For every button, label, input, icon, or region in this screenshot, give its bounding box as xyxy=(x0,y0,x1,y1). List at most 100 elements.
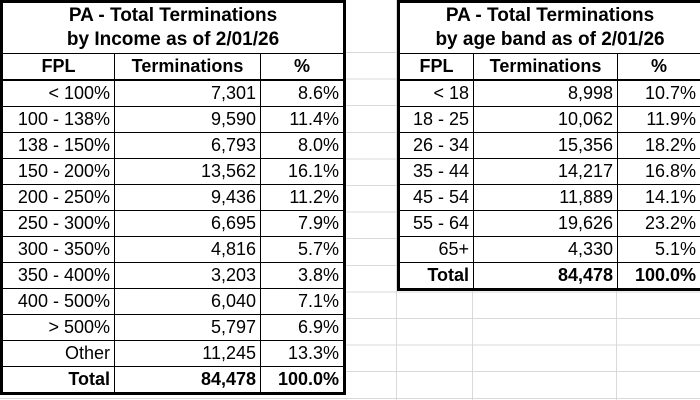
grid-line-vertical xyxy=(396,0,397,400)
terminations-cell[interactable]: 14,217 xyxy=(473,158,618,185)
ageband-cell[interactable]: 26 - 34 xyxy=(398,132,474,159)
table-row: 200 - 250% 9,436 11.2% xyxy=(1,184,346,211)
terminations-cell[interactable]: 5,797 xyxy=(114,314,261,341)
terminations-cell[interactable]: 7,301 xyxy=(114,79,261,107)
fpl-cell[interactable]: > 500% xyxy=(1,314,115,341)
percent-cell[interactable]: 11.9% xyxy=(616,106,700,133)
table-row: 300 - 350% 4,816 5.7% xyxy=(1,236,346,263)
ageband-cell[interactable]: 18 - 25 xyxy=(398,106,474,133)
ageband-cell[interactable]: < 18 xyxy=(398,79,474,107)
table-row: 400 - 500% 6,040 7.1% xyxy=(1,288,346,315)
percent-cell[interactable]: 14.1% xyxy=(616,184,700,211)
terminations-cell[interactable]: 4,816 xyxy=(114,236,261,263)
percent-cell[interactable]: 6.9% xyxy=(259,314,346,341)
percent-cell[interactable]: 23.2% xyxy=(616,210,700,237)
table-row: 250 - 300% 6,695 7.9% xyxy=(1,210,346,237)
percent-cell[interactable]: 8.6% xyxy=(259,79,346,107)
terminations-cell[interactable]: 6,040 xyxy=(114,288,261,315)
fpl-cell[interactable]: 150 - 200% xyxy=(1,158,115,185)
total-terminations-cell[interactable]: 84,478 xyxy=(114,366,261,394)
table-row: 55 - 64 19,626 23.2% xyxy=(398,210,700,237)
terminations-cell[interactable]: 19,626 xyxy=(473,210,618,237)
terminations-cell[interactable]: 9,590 xyxy=(114,106,261,133)
percent-cell[interactable]: 8.0% xyxy=(259,132,346,159)
terminations-cell[interactable]: 6,793 xyxy=(114,132,261,159)
percent-cell[interactable]: 5.7% xyxy=(259,236,346,263)
table-row: 150 - 200% 13,562 16.1% xyxy=(1,158,346,185)
percent-cell[interactable]: 13.3% xyxy=(259,340,346,367)
total-label-cell[interactable]: Total xyxy=(1,366,115,394)
table-row: Other 11,245 13.3% xyxy=(1,340,346,367)
percent-cell[interactable]: 3.8% xyxy=(259,262,346,289)
terminations-cell[interactable]: 4,330 xyxy=(473,236,618,263)
table-row: > 500% 5,797 6.9% xyxy=(1,314,346,341)
terminations-cell[interactable]: 11,245 xyxy=(114,340,261,367)
table-row: 138 - 150% 6,793 8.0% xyxy=(1,132,346,159)
terminations-cell[interactable]: 11,889 xyxy=(473,184,618,211)
percent-cell[interactable]: 18.2% xyxy=(616,132,700,159)
income-total-row: Total 84,478 100.0% xyxy=(1,366,346,394)
table-row: 45 - 54 11,889 14.1% xyxy=(398,184,700,211)
total-terminations-cell[interactable]: 84,478 xyxy=(473,262,618,290)
terminations-cell[interactable]: 10,062 xyxy=(473,106,618,133)
percent-cell[interactable]: 16.8% xyxy=(616,158,700,185)
ageband-cell[interactable]: 35 - 44 xyxy=(398,158,474,185)
ageband-table-title[interactable]: PA - Total Terminations by age band as o… xyxy=(397,1,700,54)
table-row: 18 - 25 10,062 11.9% xyxy=(398,106,700,133)
income-title-line-1: PA - Total Terminations xyxy=(68,5,278,26)
ageband-cell[interactable]: 55 - 64 xyxy=(398,210,474,237)
income-header-row: FPL Terminations % xyxy=(1,53,346,81)
fpl-cell[interactable]: Other xyxy=(1,340,115,367)
fpl-cell[interactable]: 400 - 500% xyxy=(1,288,115,315)
ageband-title-line-1: PA - Total Terminations xyxy=(445,5,655,26)
income-table-title[interactable]: PA - Total Terminations by Income as of … xyxy=(0,1,346,54)
percent-cell[interactable]: 11.2% xyxy=(259,184,346,211)
table-row: 35 - 44 14,217 16.8% xyxy=(398,158,700,185)
ageband-header-row: FPL Terminations % xyxy=(398,53,700,81)
fpl-cell[interactable]: 200 - 250% xyxy=(1,184,115,211)
fpl-cell[interactable]: 350 - 400% xyxy=(1,262,115,289)
table-row: < 18 8,998 10.7% xyxy=(398,79,700,107)
terminations-cell[interactable]: 3,203 xyxy=(114,262,261,289)
table-row: 26 - 34 15,356 18.2% xyxy=(398,132,700,159)
terminations-cell[interactable]: 13,562 xyxy=(114,158,261,185)
ageband-cell[interactable]: 65+ xyxy=(398,236,474,263)
fpl-cell[interactable]: 138 - 150% xyxy=(1,132,115,159)
total-percent-cell[interactable]: 100.0% xyxy=(616,262,700,290)
income-col-header-fpl[interactable]: FPL xyxy=(1,53,115,81)
ageband-terminations-table: PA - Total Terminations by age band as o… xyxy=(397,0,700,291)
terminations-cell[interactable]: 15,356 xyxy=(473,132,618,159)
percent-cell[interactable]: 11.4% xyxy=(259,106,346,133)
percent-cell[interactable]: 16.1% xyxy=(259,158,346,185)
ageband-col-header-terminations[interactable]: Terminations xyxy=(473,53,618,81)
table-row: 100 - 138% 9,590 11.4% xyxy=(1,106,346,133)
total-percent-cell[interactable]: 100.0% xyxy=(259,366,346,394)
ageband-cell[interactable]: 45 - 54 xyxy=(398,184,474,211)
terminations-cell[interactable]: 6,695 xyxy=(114,210,261,237)
ageband-col-header-fpl[interactable]: FPL xyxy=(398,53,474,81)
terminations-cell[interactable]: 8,998 xyxy=(473,79,618,107)
percent-cell[interactable]: 7.9% xyxy=(259,210,346,237)
table-row: 350 - 400% 3,203 3.8% xyxy=(1,262,346,289)
percent-cell[interactable]: 10.7% xyxy=(616,79,700,107)
ageband-title-line-2: by age band as of 2/01/26 xyxy=(435,29,665,50)
income-col-header-terminations[interactable]: Terminations xyxy=(114,53,261,81)
table-row: < 100% 7,301 8.6% xyxy=(1,79,346,107)
fpl-cell[interactable]: < 100% xyxy=(1,79,115,107)
ageband-total-row: Total 84,478 100.0% xyxy=(398,262,700,290)
income-col-header-percent[interactable]: % xyxy=(259,53,346,81)
fpl-cell[interactable]: 100 - 138% xyxy=(1,106,115,133)
total-label-cell[interactable]: Total xyxy=(398,262,474,290)
income-title-row: PA - Total Terminations by Income as of … xyxy=(0,1,346,54)
percent-cell[interactable]: 5.1% xyxy=(616,236,700,263)
fpl-cell[interactable]: 250 - 300% xyxy=(1,210,115,237)
ageband-title-row: PA - Total Terminations by age band as o… xyxy=(397,1,700,54)
table-row: 65+ 4,330 5.1% xyxy=(398,236,700,263)
income-title-line-2: by Income as of 2/01/26 xyxy=(66,29,280,50)
terminations-cell[interactable]: 9,436 xyxy=(114,184,261,211)
percent-cell[interactable]: 7.1% xyxy=(259,288,346,315)
ageband-col-header-percent[interactable]: % xyxy=(616,53,700,81)
income-terminations-table: PA - Total Terminations by Income as of … xyxy=(0,0,347,395)
fpl-cell[interactable]: 300 - 350% xyxy=(1,236,115,263)
